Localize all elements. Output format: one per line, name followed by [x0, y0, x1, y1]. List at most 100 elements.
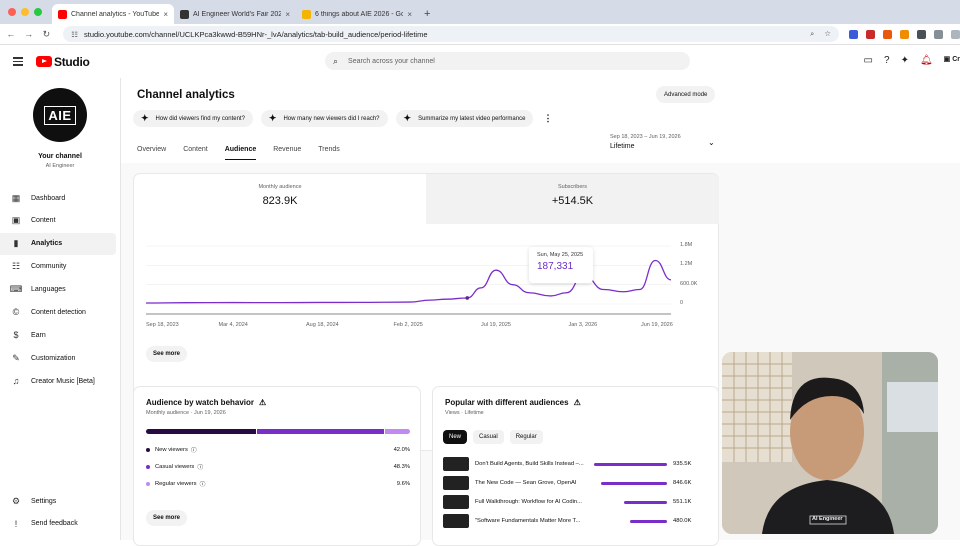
video-row[interactable]: Full Walkthrough: Workflow for AI Codin.…	[443, 495, 693, 509]
browser-tab[interactable]: 6 things about AIE 2026 - Go×	[296, 4, 418, 24]
close-tab-icon[interactable]: ×	[407, 10, 412, 19]
header-actions: ▭ ? ✦ 🔔︎ ▣ Cr	[864, 55, 960, 66]
stacked-bar-segment[interactable]	[257, 429, 384, 434]
sidebar-item-content[interactable]: ▣Content	[0, 210, 116, 232]
kpi-subscribers[interactable]: Subscribers +514.5K	[426, 174, 719, 224]
customization-icon: ✎	[11, 353, 21, 363]
sidebar-item-community[interactable]: ☷Community	[0, 256, 116, 278]
tab-content[interactable]: Content	[183, 146, 208, 160]
forward-icon[interactable]: →	[22, 29, 36, 39]
watch-behavior-title: Audience by watch behavior	[146, 398, 254, 407]
logo-text: Studio	[54, 55, 90, 69]
tab-overview[interactable]: Overview	[137, 146, 166, 160]
video-thumbnail[interactable]	[443, 457, 469, 471]
extension-icon[interactable]	[917, 30, 926, 39]
filter-chip-new[interactable]: New	[443, 430, 467, 444]
advanced-mode-button[interactable]: Advanced mode	[656, 86, 715, 103]
x-tick-label: Jul 19, 2025	[481, 322, 511, 328]
sparkle-icon: ✦	[404, 113, 412, 124]
help-icon[interactable]: ?	[884, 55, 890, 66]
close-tab-icon[interactable]: ×	[163, 10, 168, 19]
create-button[interactable]: ▣ Cr	[944, 55, 960, 66]
info-icon[interactable]: ⓘ	[197, 462, 203, 471]
legend-label: New viewers	[155, 447, 188, 453]
info-icon[interactable]: ⓘ	[200, 479, 206, 488]
url-text: studio.youtube.com/channel/UCLKPca3kwwd-…	[84, 30, 428, 39]
info-icon[interactable]: ⓘ	[191, 445, 197, 454]
extension-icon[interactable]	[849, 30, 858, 39]
more-options-icon[interactable]: ⋮	[543, 113, 552, 124]
zoom-icon[interactable]: ⌕	[810, 29, 814, 39]
sparkle-icon[interactable]: ✦	[901, 55, 909, 66]
sidebar-item-languages[interactable]: ⌨Languages	[0, 279, 116, 301]
sidebar-item-label: Content detection	[31, 309, 86, 316]
suggestion-chip[interactable]: ✦How did viewers find my content?	[133, 110, 253, 127]
browser-tab[interactable]: AI Engineer World's Fair 2026×	[174, 4, 296, 24]
stacked-bar-segment[interactable]	[146, 429, 256, 434]
sidebar-item-content-detection[interactable]: ©Content detection	[0, 301, 116, 323]
sidebar-item-creator-music-beta[interactable]: ♫Creator Music [Beta]	[0, 370, 116, 392]
tab-audience[interactable]: Audience	[225, 146, 257, 160]
extension-icon[interactable]	[900, 30, 909, 39]
content-icon: ▣	[11, 216, 21, 226]
kpi-label: Subscribers	[426, 184, 719, 190]
search-icon: ⌕	[333, 56, 338, 67]
tab-revenue[interactable]: Revenue	[273, 146, 301, 160]
sidebar-item-dashboard[interactable]: ▦Dashboard	[0, 187, 116, 209]
ai-suggestion-chips: ✦How did viewers find my content? ✦How ma…	[133, 110, 552, 127]
period-selector[interactable]: Sep 18, 2023 – Jun 19, 2026 Lifetime ⌄	[610, 134, 681, 150]
sidebar-item-analytics[interactable]: ▮Analytics	[0, 233, 116, 255]
y-tick-label: 1.8M	[680, 242, 692, 248]
browser-tab[interactable]: Channel analytics - YouTube×	[52, 4, 174, 24]
browser-tab-strip: Channel analytics - YouTube×AI Engineer …	[0, 0, 960, 24]
window-controls	[0, 8, 52, 24]
site-settings-icon[interactable]: ☷	[71, 30, 78, 39]
messages-icon[interactable]: ▭	[864, 55, 873, 66]
extensions-puzzle-icon[interactable]	[951, 30, 960, 39]
studio-logo[interactable]: Studio	[36, 55, 90, 69]
watch-behavior-stacked-bar[interactable]	[146, 429, 410, 434]
see-more-button[interactable]: See more	[146, 346, 187, 362]
search-input[interactable]: ⌕ Search across your channel	[325, 52, 690, 70]
video-thumbnail[interactable]	[443, 514, 469, 528]
new-tab-button[interactable]: +	[418, 8, 436, 24]
extension-icon[interactable]	[934, 30, 943, 39]
channel-avatar[interactable]: AIE	[33, 88, 87, 142]
extension-icon[interactable]	[866, 30, 875, 39]
video-views: 935.5K	[673, 461, 691, 467]
hamburger-menu-icon[interactable]	[13, 57, 23, 66]
url-field[interactable]: ☷ studio.youtube.com/channel/UCLKPca3kww…	[63, 26, 839, 42]
filter-chip-regular[interactable]: Regular	[510, 430, 543, 444]
video-thumbnail[interactable]	[443, 476, 469, 490]
video-row[interactable]: Don't Build Agents, Build Skills Instead…	[443, 457, 693, 471]
analytics-icon: ▮	[11, 239, 21, 249]
warning-icon[interactable]: ⚠	[574, 398, 581, 407]
sidebar-item-settings[interactable]: ⚙Settings	[0, 490, 116, 512]
suggestion-chip[interactable]: ✦Summarize my latest video performance	[396, 110, 534, 127]
sidebar-item-label: Settings	[31, 498, 56, 505]
bookmark-star-icon[interactable]: ☆	[824, 29, 831, 39]
stacked-bar-segment[interactable]	[385, 429, 410, 434]
notifications-bell-icon[interactable]: 🔔︎	[920, 55, 933, 66]
filter-chip-casual[interactable]: Casual	[473, 430, 504, 444]
close-window-button[interactable]	[8, 8, 16, 16]
maximize-window-button[interactable]	[34, 8, 42, 16]
suggestion-chip[interactable]: ✦How many new viewers did I reach?	[261, 110, 388, 127]
sidebar-item-customization[interactable]: ✎Customization	[0, 347, 116, 369]
reload-icon[interactable]: ↻	[40, 29, 54, 40]
warning-icon[interactable]: ⚠	[259, 398, 266, 407]
video-thumbnail[interactable]	[443, 495, 469, 509]
chevron-down-icon: ⌄	[708, 138, 715, 147]
see-more-button[interactable]: See more	[146, 510, 187, 526]
sidebar-item-send-feedback[interactable]: !Send feedback	[0, 513, 116, 535]
kpi-monthly-audience[interactable]: Monthly audience 823.9K	[134, 174, 426, 224]
close-tab-icon[interactable]: ×	[285, 10, 290, 19]
back-icon[interactable]: ←	[4, 29, 18, 39]
minimize-window-button[interactable]	[21, 8, 29, 16]
sidebar-item-earn[interactable]: $Earn	[0, 324, 116, 346]
tab-trends[interactable]: Trends	[318, 146, 340, 160]
extension-icon[interactable]	[883, 30, 892, 39]
video-row[interactable]: "Software Fundamentals Matter More T...4…	[443, 514, 693, 528]
monthly-audience-line-chart[interactable]	[134, 229, 720, 389]
